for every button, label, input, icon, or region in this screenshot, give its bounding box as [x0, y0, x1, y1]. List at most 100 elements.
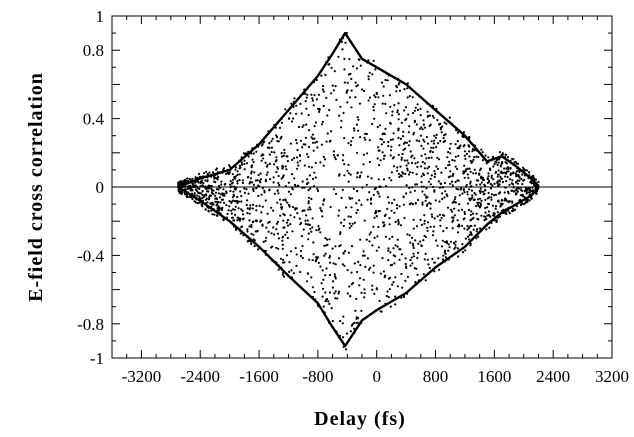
data-point	[356, 190, 358, 192]
data-point	[354, 262, 356, 264]
data-point	[383, 141, 385, 143]
data-point	[315, 162, 317, 164]
data-point	[281, 177, 283, 179]
data-point	[355, 82, 357, 84]
data-point	[386, 295, 388, 297]
data-point	[271, 147, 273, 149]
data-point	[343, 68, 345, 70]
data-point	[467, 202, 469, 204]
data-point	[449, 175, 451, 177]
data-point	[402, 135, 404, 137]
data-point	[425, 200, 427, 202]
data-point	[288, 204, 290, 206]
data-point	[504, 161, 506, 163]
data-point	[323, 305, 325, 307]
data-point	[424, 167, 426, 169]
data-point	[215, 192, 217, 194]
data-point	[343, 225, 345, 227]
data-point	[443, 134, 445, 136]
data-point	[451, 181, 453, 183]
data-point	[249, 213, 251, 215]
data-point	[507, 156, 509, 158]
data-point	[324, 237, 326, 239]
data-point	[524, 186, 526, 188]
data-point	[479, 190, 481, 192]
data-point	[340, 120, 342, 122]
data-point	[423, 141, 425, 143]
data-point	[510, 174, 512, 176]
data-point	[297, 185, 299, 187]
data-point	[323, 156, 325, 158]
data-point	[499, 180, 501, 182]
data-point	[450, 241, 452, 243]
data-point	[470, 181, 472, 183]
data-point	[370, 199, 372, 201]
data-point	[344, 42, 346, 44]
data-point	[457, 247, 459, 249]
data-point	[396, 111, 398, 113]
data-point	[287, 160, 289, 162]
upper-envelope-line	[178, 33, 538, 187]
data-point	[390, 154, 392, 156]
data-point	[342, 316, 344, 318]
data-point	[366, 184, 368, 186]
data-point	[427, 111, 429, 113]
data-point	[261, 153, 263, 155]
data-point	[255, 187, 257, 189]
data-point	[452, 219, 454, 221]
data-point	[504, 175, 506, 177]
data-point	[396, 204, 398, 206]
data-point	[438, 180, 440, 182]
data-point	[266, 174, 268, 176]
data-point	[232, 179, 234, 181]
data-point	[239, 173, 241, 175]
data-point	[291, 173, 293, 175]
data-point	[474, 225, 476, 227]
data-point	[364, 255, 366, 257]
data-point	[357, 261, 359, 263]
data-point	[301, 245, 303, 247]
data-point	[317, 225, 319, 227]
data-point	[520, 203, 522, 205]
data-point	[363, 154, 365, 156]
data-point	[483, 179, 485, 181]
data-point	[414, 110, 416, 112]
data-point	[434, 173, 436, 175]
data-point	[242, 179, 244, 181]
data-point	[363, 137, 365, 139]
data-point	[217, 201, 219, 203]
data-point	[454, 244, 456, 246]
data-point	[232, 219, 234, 221]
data-point	[446, 227, 448, 229]
data-point	[186, 194, 188, 196]
data-point	[528, 191, 530, 193]
data-point	[398, 154, 400, 156]
data-point	[423, 223, 425, 225]
data-point	[409, 191, 411, 193]
data-point	[243, 160, 245, 162]
data-point	[484, 219, 486, 221]
data-point	[357, 130, 359, 132]
data-point	[312, 286, 314, 288]
data-point	[219, 201, 221, 203]
data-point	[325, 299, 327, 301]
data-point	[246, 212, 248, 214]
data-point	[279, 127, 281, 129]
data-point	[357, 119, 359, 121]
data-point	[403, 204, 405, 206]
data-point	[246, 199, 248, 201]
data-point	[495, 205, 497, 207]
data-point	[253, 152, 255, 154]
data-point	[281, 122, 283, 124]
data-point	[451, 159, 453, 161]
data-point	[425, 157, 427, 159]
data-point	[490, 183, 492, 185]
data-point	[466, 225, 468, 227]
data-point	[344, 81, 346, 83]
data-point	[511, 182, 513, 184]
data-point	[293, 272, 295, 274]
data-point	[463, 228, 465, 230]
data-point	[373, 194, 375, 196]
data-point	[237, 170, 239, 172]
data-point	[283, 174, 285, 176]
